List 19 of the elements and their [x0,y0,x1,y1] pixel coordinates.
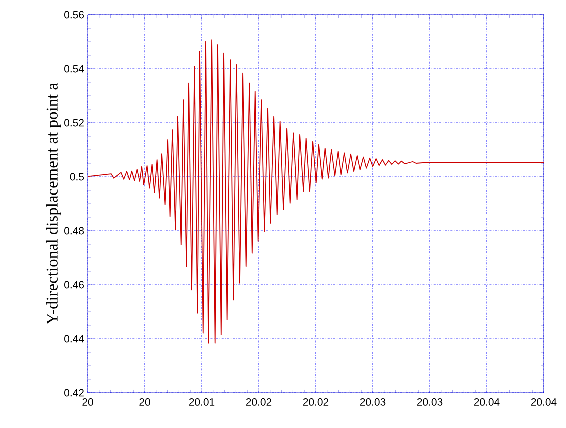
x-tick-label: 20.02 [246,398,272,406]
x-tick-label: 20.04 [531,398,557,406]
x-tick-label: 20.03 [360,398,386,406]
x-tick-label: 20 [82,398,94,406]
x-tick-label: 20 [140,398,150,406]
y-tick-label: 0.5 [70,173,84,181]
x-tick-label: 20.02 [303,398,329,406]
x-tick-label: 20.01 [189,398,215,406]
y-tick-label: 0.46 [64,281,84,289]
line-series [88,40,544,344]
y-axis-title: Y-directional displacement at point a [46,83,62,325]
x-tick-label: 20.04 [474,398,500,406]
y-tick-label: 0.48 [64,227,84,235]
y-tick-label: 0.52 [64,119,84,127]
y-tick-label: 0.54 [64,65,84,73]
y-tick-label: 0.44 [64,335,84,343]
x-tick-label: 20.03 [417,398,443,406]
y-tick-label: 0.42 [64,389,84,397]
y-tick-label: 0.56 [64,11,84,19]
